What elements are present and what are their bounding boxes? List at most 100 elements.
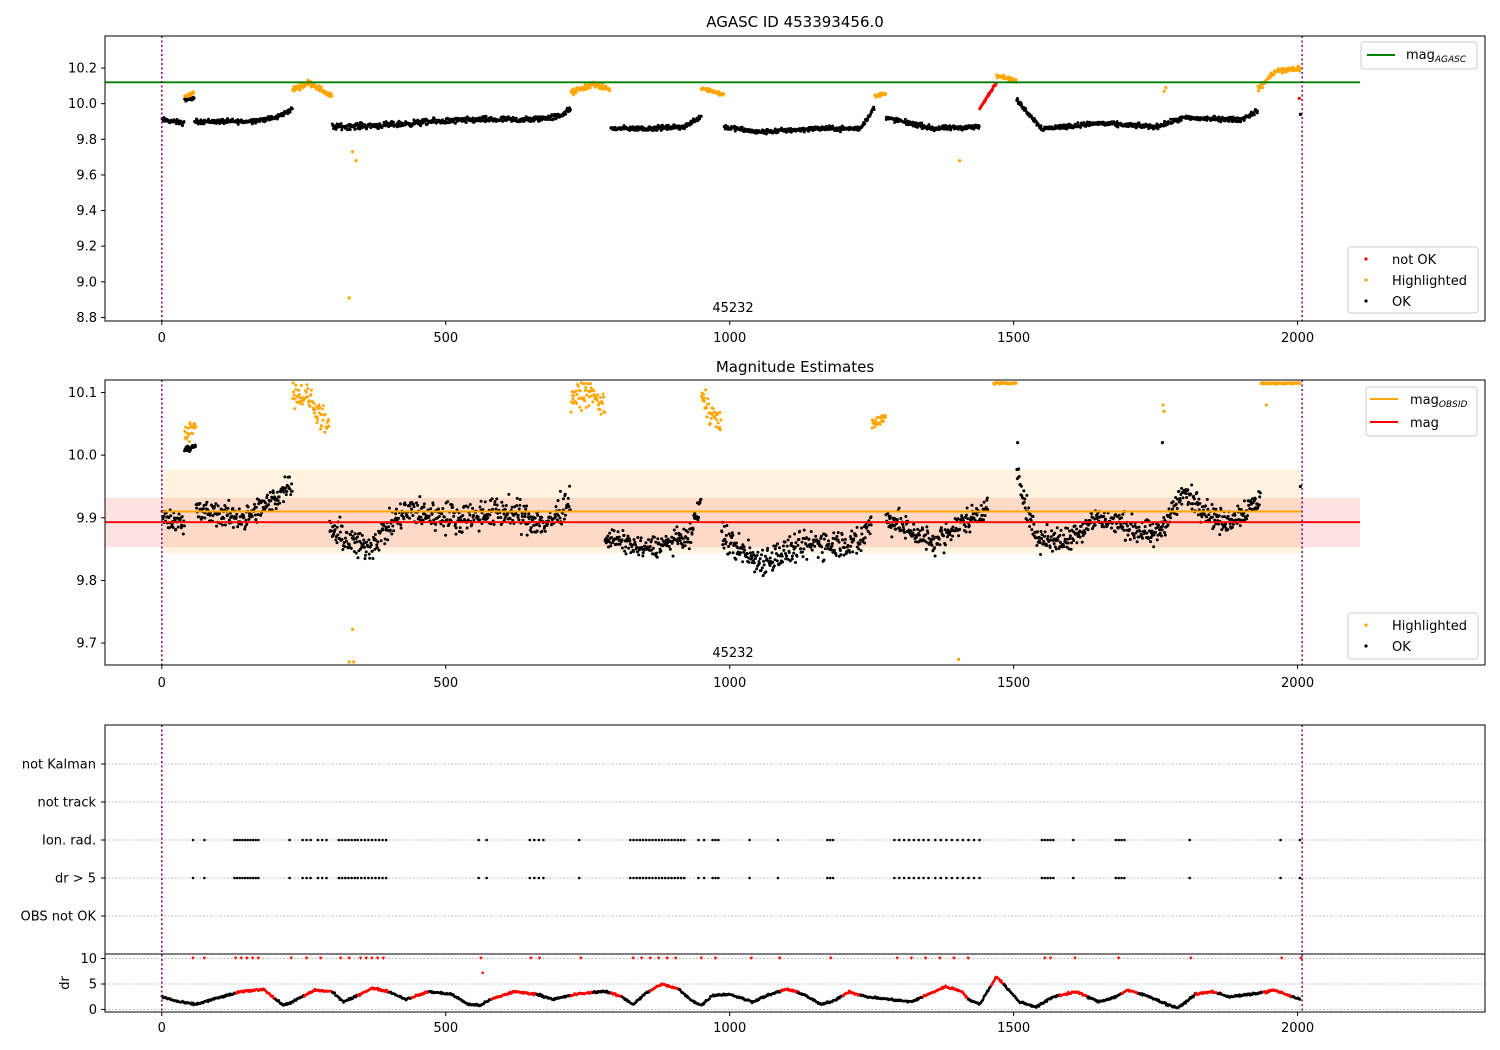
flag-point-ion-rad [243, 838, 247, 842]
data-point-high [591, 400, 595, 404]
data-point-ok [488, 513, 492, 517]
data-point-ok [250, 514, 254, 518]
flag-point-dr [638, 876, 642, 880]
flag-point-dr [233, 876, 236, 880]
data-point-ok [495, 503, 499, 507]
data-point-ok [966, 517, 970, 521]
data-point-ok [454, 532, 458, 536]
data-point-ok [1043, 530, 1047, 534]
data-point-ok [1234, 518, 1238, 522]
flag-point-ion-rad [370, 838, 374, 842]
y-tick-label: 10.0 [68, 449, 97, 464]
data-point-ok [1035, 543, 1039, 547]
data-point-ok [762, 559, 766, 563]
data-point-ok [1055, 526, 1059, 530]
flag-point-ion-rad [254, 838, 257, 842]
data-point-high [293, 397, 297, 401]
data-point-ok [650, 538, 654, 542]
data-point-high [714, 425, 718, 429]
data-point-ok [854, 534, 858, 538]
data-point-ok [720, 530, 724, 534]
data-point-high [705, 415, 709, 419]
data-point-high [312, 401, 316, 405]
data-point-high [583, 399, 587, 403]
flag-point-dr [477, 876, 480, 880]
data-point-ok [816, 556, 820, 560]
data-point-ok [1028, 525, 1032, 528]
data-point-ok [517, 507, 521, 511]
data-point-ok [1185, 496, 1189, 500]
x-tick-label: 1500 [997, 331, 1030, 346]
data-point-ok [496, 516, 500, 520]
data-point-ok [200, 515, 204, 519]
data-point-ok [356, 556, 360, 560]
data-point-ok [207, 117, 210, 121]
flag-point-dr [663, 876, 667, 880]
data-point-high [192, 90, 196, 94]
flag-point-dr [1123, 876, 1126, 880]
flag-point-dr [537, 876, 541, 880]
flag-point-dr [673, 876, 677, 880]
data-point-high [306, 387, 310, 391]
flag-point-dr [1049, 876, 1052, 880]
data-point-ok [755, 554, 759, 558]
data-point-ok [606, 534, 610, 538]
data-point-ok [1163, 530, 1167, 534]
flag-point-ion-rad [537, 838, 541, 842]
data-point-ok [454, 526, 458, 530]
data-point-ok [859, 549, 863, 553]
flag-point-dr [241, 876, 244, 880]
data-point-high [718, 428, 722, 432]
data-point-ok [622, 533, 626, 537]
panel-magnitude-point-legend: Highlighted OK [1347, 612, 1479, 660]
data-point-ok [920, 121, 924, 125]
data-point-ok [822, 537, 826, 541]
flag-point-dr [679, 876, 683, 880]
data-point-ok [747, 560, 751, 564]
data-point-ok [1207, 513, 1211, 517]
data-point-ok [674, 532, 678, 536]
data-point-high [580, 409, 584, 413]
data-point-ok [814, 534, 818, 538]
flag-point-ion-rad [939, 838, 943, 842]
data-point-ok [562, 517, 566, 521]
flag-point-ion-rad [353, 838, 357, 842]
flag-point-dr [961, 876, 965, 880]
data-point-high [583, 388, 587, 392]
data-point-ok [965, 506, 969, 510]
data-point-ok [1038, 541, 1042, 545]
flag-point-dr [353, 876, 357, 880]
flag-point-ion-rad [377, 838, 381, 842]
data-point-ok [373, 533, 377, 537]
data-point-ok [681, 537, 685, 541]
flag-point-ion-rad [676, 838, 680, 842]
data-point-ok [530, 530, 534, 534]
data-point-ok [493, 500, 497, 504]
data-point-ok [169, 514, 173, 518]
data-point-ok [215, 524, 219, 528]
flag-point-dr [1071, 876, 1075, 880]
flag-point-ion-rad [305, 838, 308, 842]
data-point-ok [752, 561, 756, 565]
flag-point-dr [309, 876, 312, 880]
data-point-ok [1025, 493, 1029, 497]
data-point-ok [763, 554, 767, 558]
data-point-ok [1017, 467, 1021, 471]
flag-point-ion-rad [714, 838, 717, 842]
flag-point-dr [203, 876, 206, 880]
flag-point-dr [1040, 876, 1044, 880]
y-tick-label: 10.2 [68, 62, 97, 77]
data-point-high [608, 89, 612, 93]
data-point-ok [624, 545, 628, 549]
data-point-ok [1160, 441, 1165, 445]
data-point-ok [785, 544, 789, 548]
flag-point-ion-rad [347, 838, 350, 842]
data-point-ok [387, 525, 391, 529]
data-point-ok [525, 533, 529, 537]
data-point-ok [624, 552, 628, 556]
data-point-ok [672, 528, 676, 532]
data-point-ok [1191, 502, 1195, 506]
data-point-ok [524, 507, 528, 511]
data-point-ok [731, 551, 735, 555]
